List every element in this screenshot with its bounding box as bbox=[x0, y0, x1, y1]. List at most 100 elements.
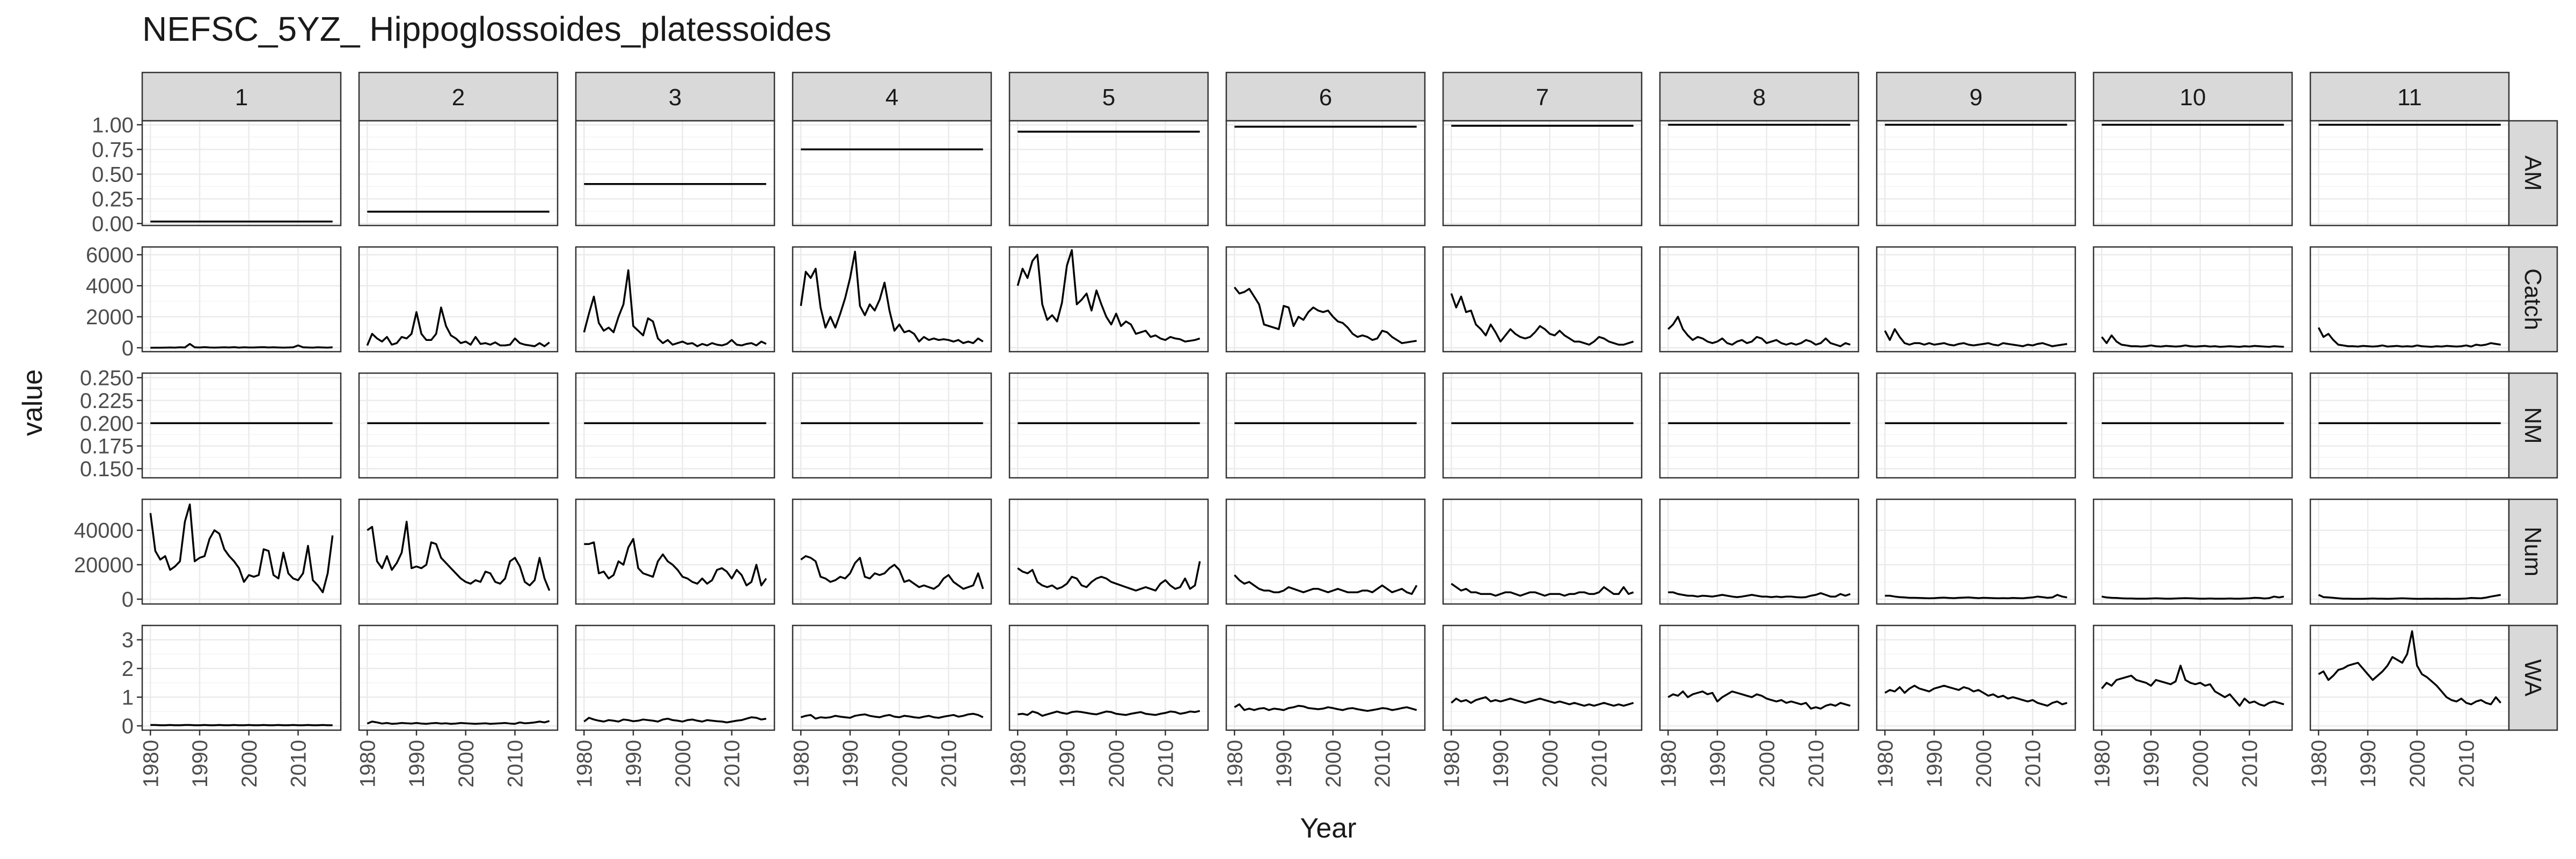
facet-row-strip bbox=[2508, 120, 2558, 227]
x-tick-label: 2000 bbox=[455, 740, 478, 788]
facet-panel bbox=[1442, 120, 1643, 227]
facet-panel bbox=[1008, 120, 1209, 227]
panel-background bbox=[793, 247, 991, 352]
panel-background bbox=[2310, 121, 2509, 225]
panel-background bbox=[1009, 247, 1208, 352]
panel-border bbox=[575, 246, 775, 353]
x-tick-label: 1990 bbox=[2357, 740, 2380, 788]
series-line-catch bbox=[800, 250, 984, 344]
facet-panel bbox=[141, 624, 342, 731]
series-line-catch bbox=[150, 343, 333, 349]
facet-row-label: NM bbox=[2520, 407, 2546, 443]
facet-panel bbox=[1008, 498, 1209, 605]
facet-panel bbox=[1008, 372, 1209, 479]
y-tick-label: 0.175 bbox=[80, 435, 134, 458]
panel-border bbox=[1008, 372, 1209, 479]
panel-border bbox=[2092, 246, 2293, 353]
series-line-wa bbox=[800, 712, 984, 720]
facet-column-label: 4 bbox=[885, 84, 898, 111]
series-line-num bbox=[1017, 561, 1201, 592]
panel-border bbox=[1225, 372, 1426, 479]
facet-column-strip bbox=[1442, 71, 1643, 122]
facet-panel bbox=[358, 246, 559, 353]
facet-column-label: 5 bbox=[1102, 84, 1115, 111]
x-tick-label: 1980 bbox=[789, 740, 813, 788]
x-tick-label: 1990 bbox=[1489, 740, 1513, 788]
panel-border bbox=[358, 498, 559, 605]
facet-panel bbox=[1008, 246, 1209, 353]
x-tick-label: 1980 bbox=[139, 740, 163, 788]
facet-panel bbox=[1225, 372, 1426, 479]
facet-panel bbox=[2092, 246, 2293, 353]
panel-border bbox=[575, 120, 775, 227]
panel-border bbox=[1008, 246, 1209, 353]
facet-panel bbox=[1876, 246, 2076, 353]
facet-panel bbox=[1225, 498, 1426, 605]
facet-panel bbox=[792, 246, 992, 353]
facet-panel bbox=[2309, 624, 2510, 731]
series-line-num bbox=[584, 538, 767, 587]
x-tick-label: 1980 bbox=[1657, 740, 1680, 788]
series-line-catch bbox=[2317, 327, 2501, 348]
panel-background bbox=[1226, 247, 1425, 352]
facet-panel bbox=[141, 246, 342, 353]
x-tick-label: 1990 bbox=[1056, 740, 1079, 788]
y-tick-label: 20000 bbox=[74, 554, 134, 577]
panel-background bbox=[359, 121, 558, 225]
series-line-wa bbox=[367, 720, 550, 725]
x-tick-label: 2000 bbox=[2406, 740, 2429, 788]
panel-border bbox=[1008, 498, 1209, 605]
panel-border bbox=[792, 624, 992, 731]
panel-border bbox=[2092, 624, 2293, 731]
facet-panel bbox=[1442, 624, 1643, 731]
facet-panel bbox=[141, 120, 342, 227]
y-tick-label: 2000 bbox=[86, 305, 134, 329]
series-line-num bbox=[2318, 594, 2501, 600]
y-tick-label: 0.50 bbox=[92, 163, 134, 186]
panel-background bbox=[359, 499, 558, 604]
panel-border bbox=[2092, 372, 2293, 479]
facet-column-label: 6 bbox=[1319, 84, 1332, 111]
panel-background bbox=[1660, 373, 1858, 478]
facet-panel bbox=[2309, 372, 2510, 479]
panel-border bbox=[1659, 120, 1860, 227]
series-line-catch bbox=[583, 269, 767, 347]
panel-border bbox=[141, 120, 342, 227]
y-tick-label: 0.225 bbox=[80, 389, 134, 413]
series-line-wa bbox=[1667, 690, 1851, 710]
panel-background bbox=[576, 121, 774, 225]
facet-column-strip bbox=[2092, 71, 2293, 122]
panel-background bbox=[1877, 625, 2075, 730]
panel-border bbox=[1442, 246, 1643, 353]
x-tick-label: 1990 bbox=[622, 740, 646, 788]
facet-panel bbox=[575, 498, 775, 605]
series-line-num bbox=[367, 520, 551, 591]
series-line-num bbox=[2101, 595, 2285, 600]
x-tick-label: 1980 bbox=[2307, 740, 2331, 788]
series-line-wa bbox=[2318, 630, 2502, 705]
panel-background bbox=[793, 499, 991, 604]
panel-border bbox=[358, 120, 559, 227]
x-tick-label: 2010 bbox=[2455, 740, 2479, 788]
panel-border bbox=[792, 120, 992, 227]
series-line-wa bbox=[1884, 685, 2068, 707]
series-line-catch bbox=[1016, 249, 1201, 343]
facet-panel bbox=[2092, 624, 2293, 731]
facet-panel bbox=[792, 624, 992, 731]
x-tick-label: 1990 bbox=[188, 740, 212, 788]
facet-panel bbox=[2092, 498, 2293, 605]
facet-panel bbox=[1876, 372, 2076, 479]
series-line-wa bbox=[1018, 710, 1201, 717]
panel-background bbox=[1226, 499, 1425, 604]
panel-border bbox=[1442, 498, 1643, 605]
facet-column-strip bbox=[1659, 71, 1860, 122]
facet-panel bbox=[1442, 246, 1643, 353]
panel-background bbox=[2094, 121, 2292, 225]
x-tick-label: 2010 bbox=[938, 740, 961, 788]
panel-background bbox=[142, 121, 341, 225]
x-tick-label: 2010 bbox=[504, 740, 528, 788]
facet-column-strip bbox=[575, 71, 775, 122]
facet-panel bbox=[2309, 246, 2510, 353]
panel-border bbox=[792, 246, 992, 353]
